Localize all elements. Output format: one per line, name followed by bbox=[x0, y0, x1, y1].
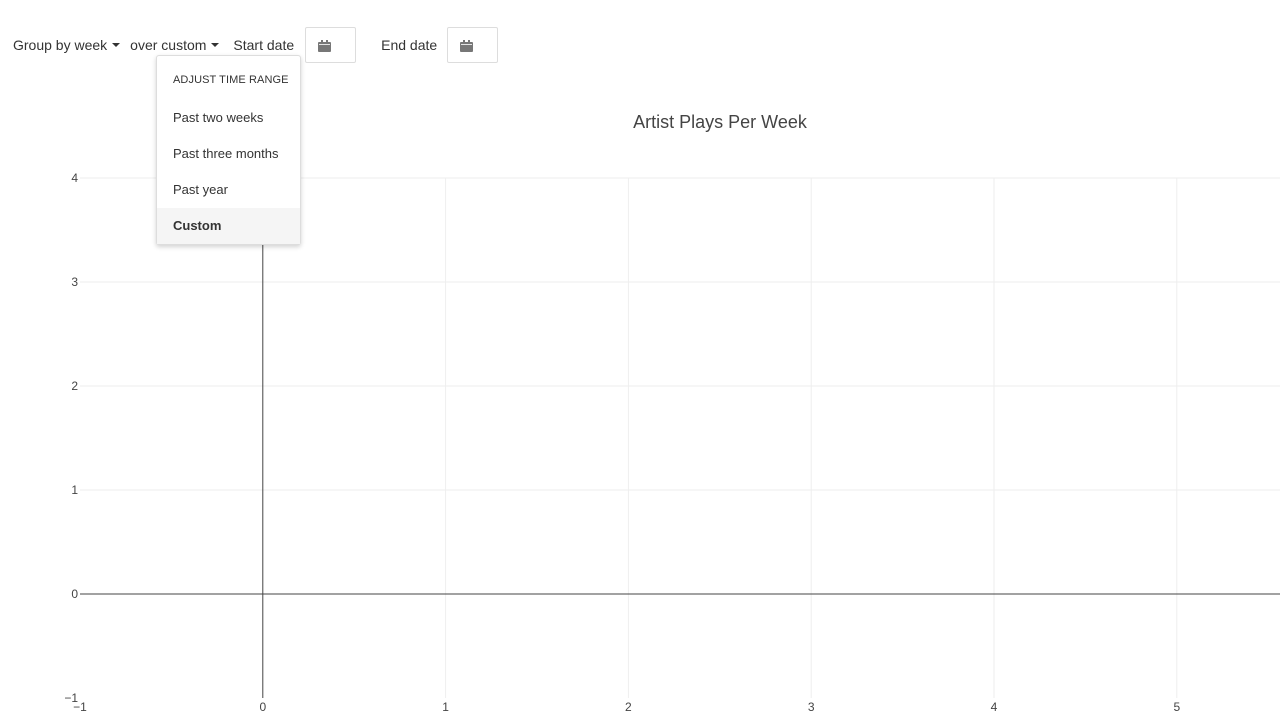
toolbar: Group by week over custom Start date End… bbox=[13, 26, 499, 64]
menu-item-past-year[interactable]: Past year bbox=[173, 182, 228, 197]
y-tick-label: 0 bbox=[71, 587, 78, 601]
x-tick-label: 5 bbox=[1173, 700, 1180, 714]
start-date-label: Start date bbox=[233, 37, 295, 53]
menu-item-past-two-weeks[interactable]: Past two weeks bbox=[173, 110, 264, 125]
calendar-icon bbox=[460, 40, 474, 52]
chart-ticks: −1 0 1 2 3 4 5 −1 0 1 2 3 4 bbox=[64, 171, 1180, 714]
time-range-label: over custom bbox=[130, 37, 207, 53]
x-tick-label: 2 bbox=[625, 700, 632, 714]
caret-down-icon bbox=[112, 43, 121, 47]
menu-header: ADJUST TIME RANGE bbox=[173, 74, 289, 86]
chart-axes bbox=[80, 178, 1280, 698]
x-tick-label: 0 bbox=[259, 700, 266, 714]
x-tick-label: 4 bbox=[991, 700, 998, 714]
y-tick-label: −1 bbox=[64, 691, 78, 705]
time-range-dropdown[interactable]: over custom bbox=[130, 37, 220, 53]
y-tick-label: 4 bbox=[71, 171, 78, 185]
calendar-icon bbox=[318, 40, 332, 52]
menu-item-custom[interactable]: Custom bbox=[157, 208, 300, 244]
chart-title: Artist Plays Per Week bbox=[633, 112, 808, 132]
x-tick-label: 3 bbox=[808, 700, 815, 714]
start-date-picker[interactable] bbox=[305, 27, 357, 63]
menu-item-past-three-months[interactable]: Past three months bbox=[173, 146, 279, 161]
caret-down-icon bbox=[211, 43, 220, 47]
x-tick-label: −1 bbox=[73, 700, 87, 714]
y-tick-label: 1 bbox=[71, 483, 78, 497]
y-tick-label: 3 bbox=[71, 275, 78, 289]
x-tick-label: 1 bbox=[442, 700, 449, 714]
group-by-dropdown[interactable]: Group by week bbox=[13, 37, 121, 53]
group-by-label: Group by week bbox=[13, 37, 108, 53]
chart-grid bbox=[80, 177, 1280, 698]
end-date-picker[interactable] bbox=[447, 27, 499, 63]
y-tick-label: 2 bbox=[71, 379, 78, 393]
time-range-menu: ADJUST TIME RANGE Past two weeks Past thr… bbox=[156, 55, 301, 245]
end-date-label: End date bbox=[381, 37, 438, 53]
